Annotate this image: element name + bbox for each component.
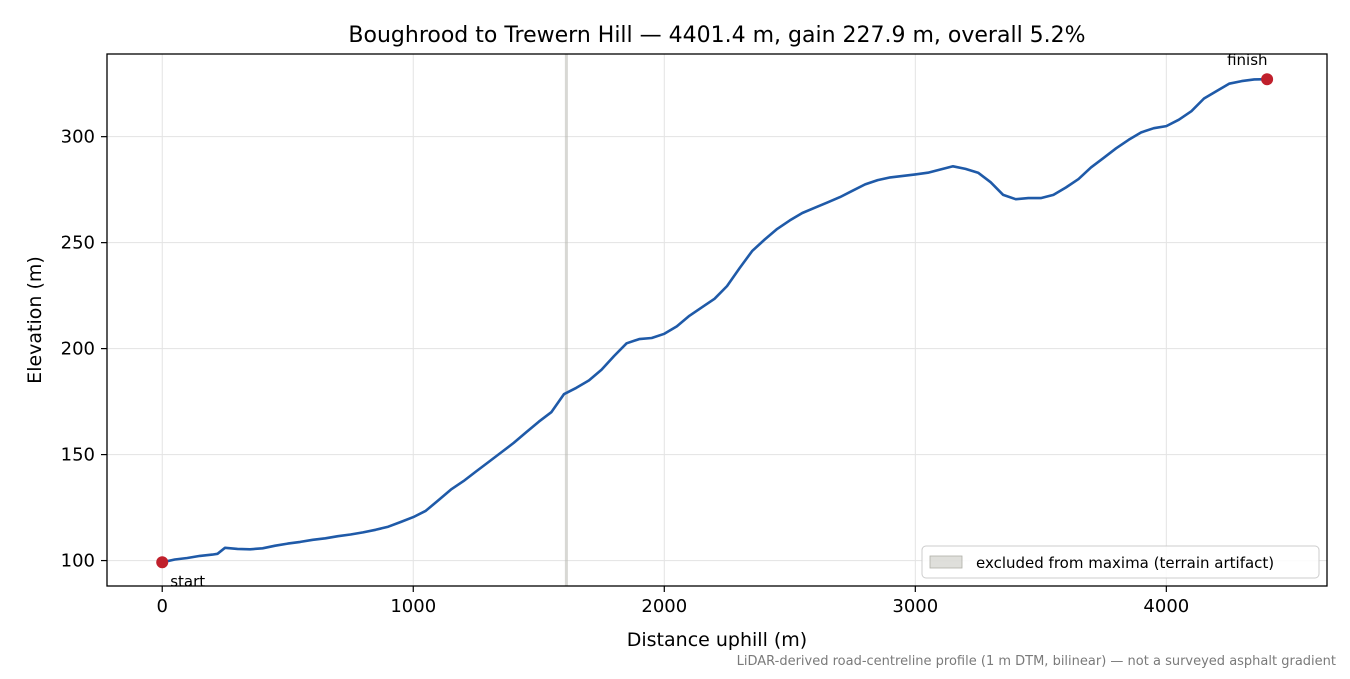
finish-label: finish: [1227, 51, 1267, 69]
elevation-series-line: [160, 77, 1269, 564]
finish-marker: [1261, 73, 1274, 86]
legend: excluded from maxima (terrain artifact): [921, 545, 1320, 579]
x-tick-label: 1000: [390, 596, 436, 617]
y-tick-label: 300: [61, 127, 95, 148]
elevation-series: [160, 77, 1269, 564]
y-tick-label: 200: [61, 339, 95, 360]
x-tick-label: 2000: [641, 596, 687, 617]
excluded-region-band: [564, 54, 568, 586]
y-tick-label: 150: [61, 445, 95, 466]
x-tick-label: 3000: [892, 596, 938, 617]
plot-frame: [106, 53, 1328, 587]
y-tick-label: 250: [61, 233, 95, 254]
legend-label-excluded: excluded from maxima (terrain artifact): [976, 554, 1274, 572]
legend-swatch-excluded: [929, 555, 963, 569]
axis-ticks: 0 1000 2000 3000 4000 100 150 200 250 300: [61, 127, 1190, 617]
y-axis-label: Elevation (m): [24, 256, 46, 384]
route-markers: start finish: [156, 51, 1274, 590]
x-axis-label: Distance uphill (m): [627, 629, 807, 651]
chart-title: Boughrood to Trewern Hill — 4401.4 m, ga…: [348, 23, 1085, 48]
x-tick-label: 0: [156, 596, 167, 617]
legend-box: [921, 545, 1320, 579]
excluded-region: [564, 54, 568, 586]
footnote: LiDAR-derived road-centreline profile (1…: [737, 654, 1336, 669]
y-tick-label: 100: [61, 551, 95, 572]
start-marker: [156, 556, 169, 569]
x-tick-label: 4000: [1143, 596, 1189, 617]
start-label: start: [170, 572, 205, 590]
grid-lines: [107, 54, 1327, 586]
